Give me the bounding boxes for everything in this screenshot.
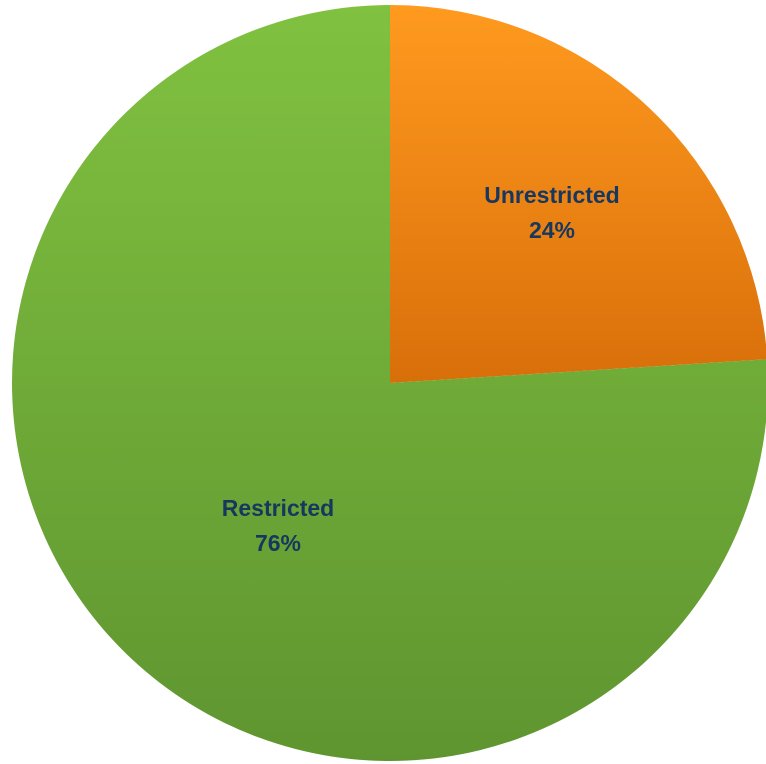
slice-value-label-restricted: 76% <box>255 530 301 556</box>
pie-slice-restricted <box>12 5 766 761</box>
pie-slices <box>12 5 766 761</box>
slice-value-label-unrestricted: 24% <box>529 217 575 243</box>
slice-label-unrestricted: Unrestricted <box>484 182 619 208</box>
slice-label-restricted: Restricted <box>222 495 334 521</box>
pie-slice-unrestricted <box>390 5 766 383</box>
pie-labels: Unrestricted 24% Restricted 76% <box>222 182 620 556</box>
